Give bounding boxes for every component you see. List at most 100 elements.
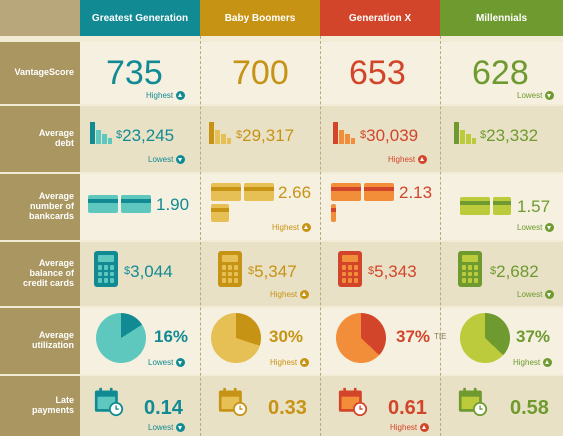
currency: $ [248,265,255,277]
late-tag-greatest: Lowest [148,423,186,432]
util-value-genx: 37% [396,327,431,346]
header-baby-boomers: Baby Boomers [200,0,320,36]
cards-value-genx: 2.13 [399,183,433,202]
balance-value-greatest: $3,044 [124,263,173,281]
arrow-down-icon [545,91,555,100]
util-value-greatest: 16% [154,327,189,346]
tag-text: Lowest [148,155,174,164]
currency: $ [116,129,123,141]
cards-tag-boomers: Highest [272,223,312,232]
debt-amount: 23,245 [122,126,175,145]
tag-text: Highest [272,223,300,232]
label-vantage: VantageScore [0,42,80,104]
balance-amount: 2,682 [496,262,539,281]
calculator-icon [338,251,362,287]
label-cards: Average number of bankcards [0,174,80,240]
balance-amount: 5,347 [254,262,297,281]
late-value-millennials: 0.58 [510,397,549,419]
arrow-down-icon [176,358,186,367]
calendar-clock-icon [338,387,368,417]
late-value-genx: 0.61 [388,397,427,419]
arrow-up-icon [302,223,312,232]
tag-text: Highest [270,290,298,299]
calculator-icon [458,251,482,287]
balance-tag-millennials: Lowest [517,290,555,299]
arrow-up-icon [543,358,553,367]
arrow-up-icon [176,91,186,100]
tag-text: Lowest [148,358,174,367]
column-divider [440,36,441,436]
currency: $ [236,129,243,141]
vantage-value-greatest: 735 [106,54,163,92]
debt-tag-genx: Highest [388,155,428,164]
tag-text: Highest [146,91,174,100]
cards-tag-millennials: Lowest [517,223,555,232]
arrow-up-icon [420,423,430,432]
arrow-down-icon [545,290,555,299]
late-value-boomers: 0.33 [268,397,307,419]
vantage-value-boomers: 700 [232,54,289,92]
row-bg-balance [80,242,563,306]
calendar-clock-icon [458,387,488,417]
header-greatest-generation: Greatest Generation [80,0,200,36]
cards-value-millennials: 1.57 [517,197,551,216]
pie-chart-icon [336,313,386,363]
balance-value-boomers: $5,347 [248,263,297,281]
util-value-boomers: 30% [269,327,304,346]
arrow-up-icon [418,155,428,164]
calculator-icon [94,251,118,287]
arrow-up-icon [300,290,310,299]
balance-tag-boomers: Highest [270,290,310,299]
tag-text: Highest [390,423,418,432]
header-corner [0,0,80,36]
arrow-down-icon [545,223,555,232]
pie-chart-icon [460,313,510,363]
label-debt: Average debt [0,106,80,172]
calendar-clock-icon [218,387,248,417]
pie-chart-icon [211,313,261,363]
balance-amount: 5,343 [374,262,417,281]
credit-card-icon [460,197,490,215]
tag-text: Lowest [517,290,543,299]
tag-text: Lowest [148,423,174,432]
label-balance: Average balance of credit cards [0,242,80,306]
row-bg-vantage [80,42,563,104]
column-divider [200,36,201,436]
cards-value-boomers: 2.66 [278,183,312,202]
tag-text: Highest [513,358,541,367]
header-generation-x: Generation X [320,0,440,36]
arrow-up-icon [300,358,310,367]
bar-chart-icon [333,122,355,144]
balance-value-genx: $5,343 [368,263,417,281]
debt-value-millennials: $23,332 [480,127,538,145]
cards-value-greatest: 1.90 [156,195,190,214]
bar-chart-icon [454,122,476,144]
label-debt-text: Average debt [38,128,74,148]
vantage-value-genx: 653 [349,54,406,92]
util-tag-boomers: Highest [270,358,310,367]
calculator-icon [218,251,242,287]
credit-card-partial-icon [211,204,229,222]
credit-card-partial-icon [331,204,336,222]
balance-value-millennials: $2,682 [490,263,539,281]
column-divider [320,36,321,436]
currency: $ [360,129,367,141]
balance-amount: 3,044 [130,262,173,281]
debt-value-genx: $30,039 [360,127,418,145]
credit-card-icon [88,195,118,213]
tag-text: Highest [388,155,416,164]
tie-label: TIE [434,332,447,341]
arrow-down-icon [176,423,186,432]
credit-card-icon [244,183,274,201]
credit-card-icon [121,195,151,213]
tag-text: Lowest [517,91,543,100]
util-tag-millennials: Highest [513,358,553,367]
debt-tag-greatest: Lowest [148,155,186,164]
tag-text: Lowest [517,223,543,232]
currency: $ [480,129,487,141]
label-util-text: Average utilization [32,330,74,350]
credit-card-icon [364,183,394,201]
bar-chart-icon [209,122,231,144]
debt-value-boomers: $29,317 [236,127,294,145]
